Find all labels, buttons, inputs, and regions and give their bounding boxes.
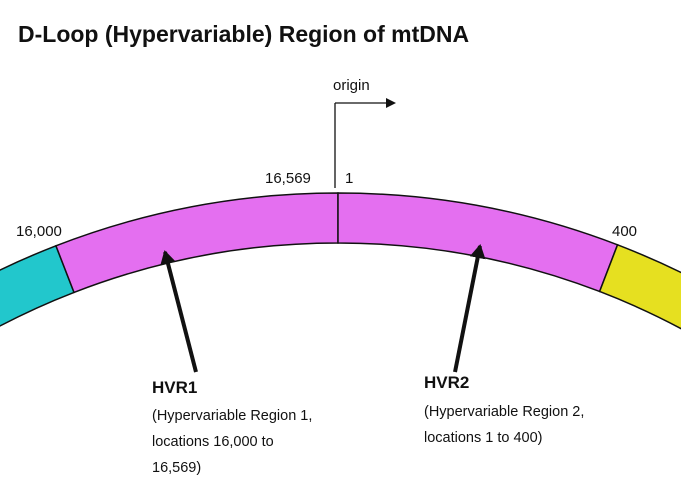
- title: D-Loop (Hypervariable) Region of mtDNA: [18, 21, 469, 47]
- hvr1-segment: [54, 192, 339, 294]
- region-description: locations 1 to 400): [424, 430, 543, 446]
- hvr2-segment: [337, 192, 619, 293]
- region-description: (Hypervariable Region 1,: [152, 408, 312, 424]
- position-label: 16,569: [265, 170, 311, 187]
- position-label: 400: [612, 223, 637, 240]
- hvr1-arrow: [160, 250, 198, 373]
- region-description: (Hypervariable Region 2,: [424, 404, 584, 420]
- position-label: 16,000: [16, 223, 62, 240]
- region-description: locations 16,000 to: [152, 434, 274, 450]
- region-label: HVR2: [424, 373, 469, 392]
- dloop-band: [0, 192, 681, 330]
- origin-label: origin: [333, 77, 370, 94]
- yellow-segment: [598, 243, 681, 330]
- position-label: 1: [345, 170, 353, 187]
- region-description: 16,569): [152, 460, 201, 476]
- hvr2-arrow: [453, 244, 486, 373]
- region-label: HVR1: [152, 378, 197, 397]
